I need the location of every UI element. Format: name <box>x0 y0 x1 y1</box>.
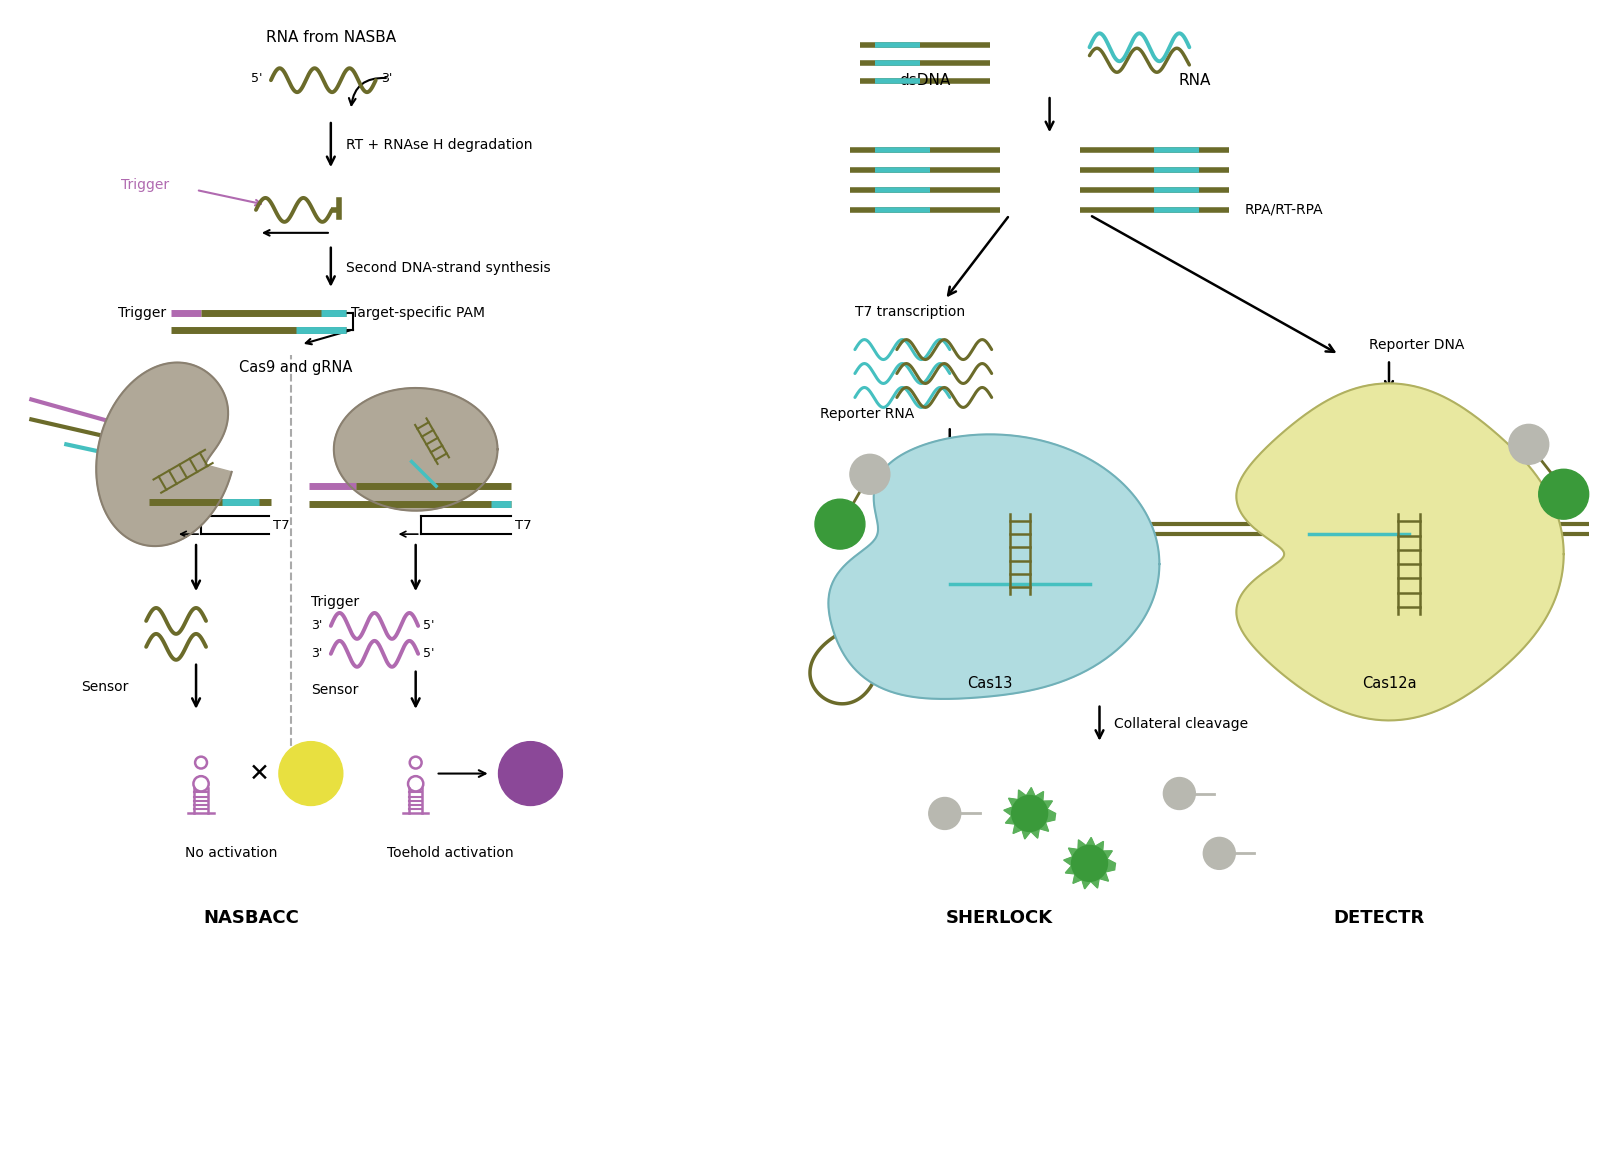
Text: Trigger: Trigger <box>312 595 358 609</box>
Text: Toehold activation: Toehold activation <box>387 846 513 861</box>
Text: T7: T7 <box>273 519 289 532</box>
Circle shape <box>851 454 889 494</box>
Text: RT + RNAse H degradation: RT + RNAse H degradation <box>345 139 533 153</box>
Polygon shape <box>334 387 497 511</box>
Polygon shape <box>1064 837 1115 889</box>
Text: RNA: RNA <box>1178 73 1210 88</box>
Text: Trigger: Trigger <box>118 305 166 319</box>
Circle shape <box>279 742 342 805</box>
Text: RNA from NASBA: RNA from NASBA <box>266 31 395 46</box>
Polygon shape <box>828 434 1159 699</box>
Text: Sensor: Sensor <box>81 680 129 694</box>
Text: 5': 5' <box>423 647 434 660</box>
Text: 3': 3' <box>312 647 323 660</box>
Text: 3': 3' <box>312 620 323 633</box>
Text: Target-specific PAM: Target-specific PAM <box>350 305 484 319</box>
Polygon shape <box>97 363 232 546</box>
Text: NASBACC: NASBACC <box>203 909 299 927</box>
Text: Collateral cleavage: Collateral cleavage <box>1115 716 1249 730</box>
Text: DETECTR: DETECTR <box>1333 909 1425 927</box>
Circle shape <box>1072 845 1107 882</box>
Text: SHERLOCK: SHERLOCK <box>946 909 1054 927</box>
Text: Reporter RNA: Reporter RNA <box>820 407 914 421</box>
Text: ✕: ✕ <box>249 762 270 785</box>
Text: T7 transcription: T7 transcription <box>855 305 965 318</box>
Text: Trigger: Trigger <box>121 178 169 193</box>
Text: No activation: No activation <box>186 846 278 861</box>
Circle shape <box>1204 837 1235 869</box>
Text: dsDNA: dsDNA <box>899 73 951 88</box>
Circle shape <box>1164 777 1196 809</box>
Text: Cas12a: Cas12a <box>1362 676 1417 691</box>
Circle shape <box>1509 424 1549 464</box>
Circle shape <box>815 499 865 549</box>
Text: 5': 5' <box>423 620 434 633</box>
Text: RPA/RT-RPA: RPA/RT-RPA <box>1244 203 1323 217</box>
Text: Second DNA-strand synthesis: Second DNA-strand synthesis <box>345 261 550 275</box>
Text: Cas13: Cas13 <box>967 676 1012 691</box>
Text: 3': 3' <box>381 72 392 85</box>
Circle shape <box>1012 796 1047 831</box>
Text: Reporter DNA: Reporter DNA <box>1369 338 1464 351</box>
Circle shape <box>1538 470 1588 519</box>
Text: Cas9 and gRNA: Cas9 and gRNA <box>239 359 352 375</box>
Polygon shape <box>1236 384 1564 721</box>
Text: Sensor: Sensor <box>312 683 358 696</box>
Text: 5': 5' <box>252 72 263 85</box>
Polygon shape <box>1004 788 1056 839</box>
Circle shape <box>928 797 960 829</box>
Text: T7: T7 <box>515 519 531 532</box>
Circle shape <box>499 742 562 805</box>
